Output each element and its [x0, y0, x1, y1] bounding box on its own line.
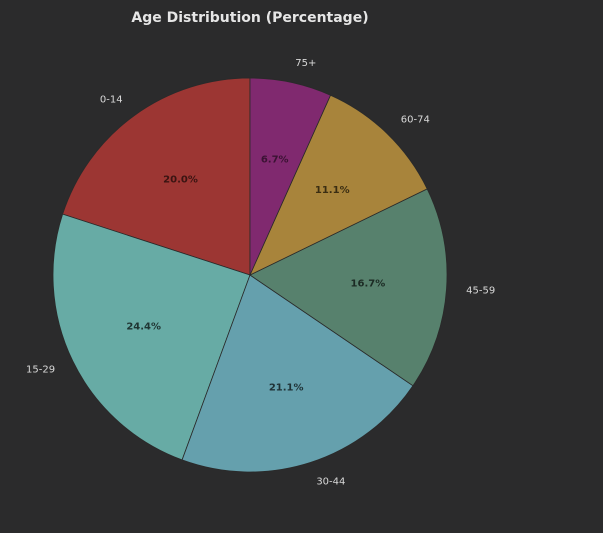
category-label-60-74: 60-74	[401, 114, 430, 125]
category-label-45-59: 45-59	[466, 286, 495, 297]
value-label-45-59: 16.7%	[351, 279, 386, 290]
value-label-0-14: 20.0%	[163, 174, 198, 185]
pie-slice-15-29	[52, 213, 251, 461]
pie-slice-45-59	[249, 188, 448, 387]
pie-slice-60-74	[249, 94, 428, 276]
category-label-0-14: 0-14	[100, 95, 123, 106]
value-label-15-29: 24.4%	[126, 322, 161, 333]
pie-slice-75	[249, 77, 332, 276]
value-label-60-74: 11.1%	[315, 185, 350, 196]
category-label-15-29: 15-29	[26, 365, 55, 376]
category-label-30-44: 30-44	[316, 476, 345, 487]
chart-title: Age Distribution (Percentage)	[131, 10, 368, 26]
value-label-75: 6.7%	[261, 154, 289, 165]
percentage-labels: 20.0% 24.4% 21.1% 16.7% 11.1% 6.7%	[126, 154, 385, 393]
category-labels: 0-14 15-29 30-44 45-59 60-74 75+	[26, 58, 495, 487]
value-label-30-44: 21.1%	[269, 383, 304, 394]
pie-slice-0-14	[62, 77, 251, 276]
pie-slice-30-44	[181, 274, 414, 473]
pie-slices	[52, 77, 448, 473]
category-label-75: 75+	[295, 58, 316, 69]
